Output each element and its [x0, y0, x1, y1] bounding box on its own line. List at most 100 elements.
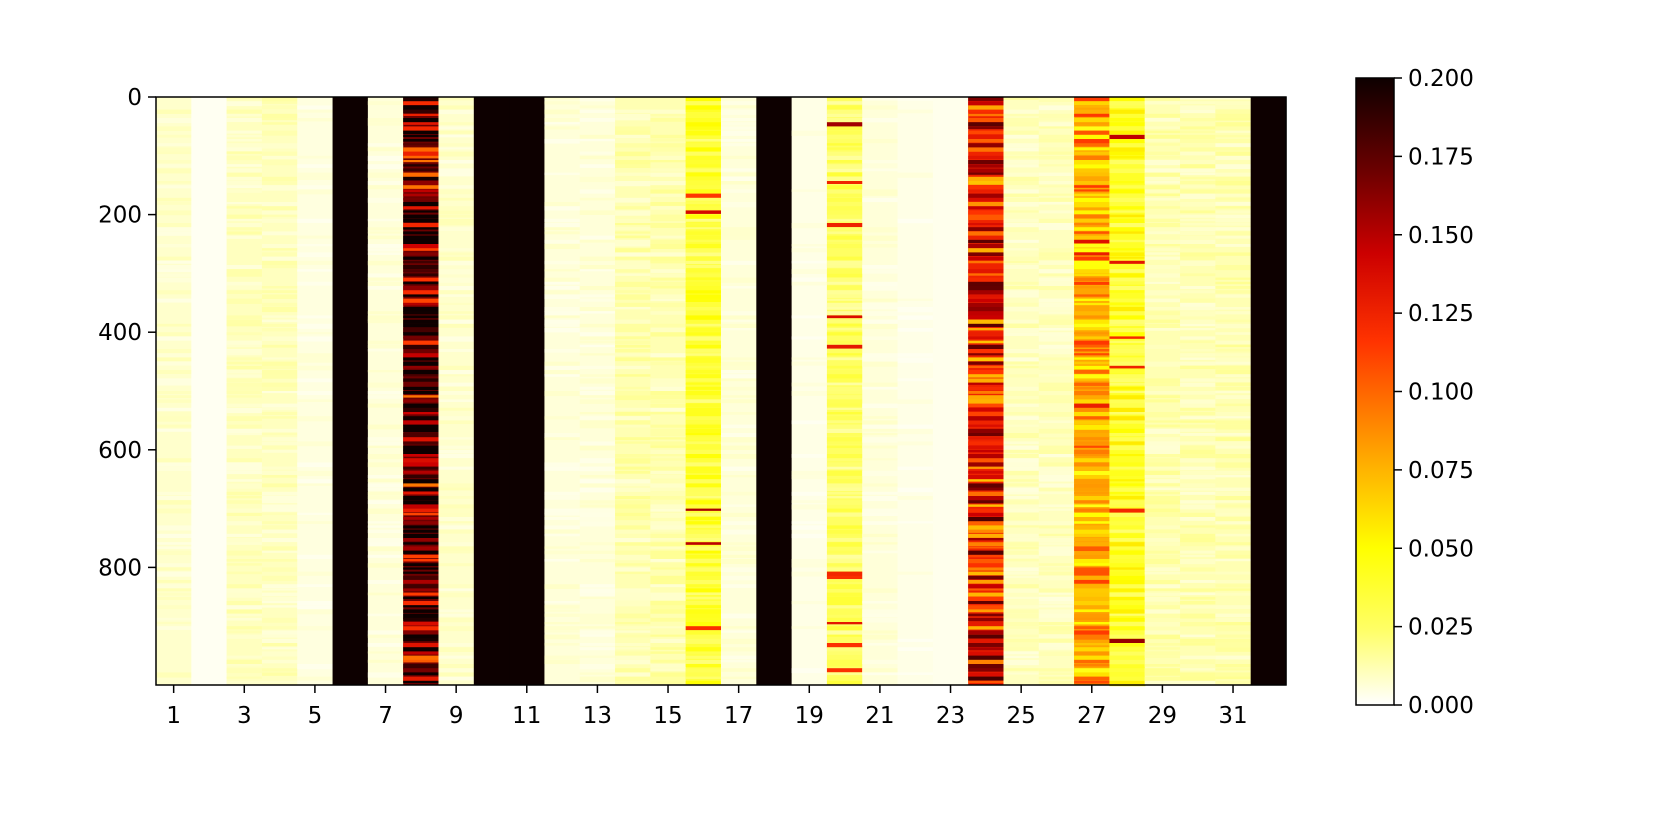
heatmap-cell [1003, 256, 1040, 261]
heatmap-cell [1038, 256, 1075, 260]
heatmap-cell [650, 185, 687, 189]
heatmap-cell [1144, 391, 1181, 395]
heatmap-cell [156, 592, 192, 596]
heatmap-cell [721, 676, 757, 680]
heatmap-cell [826, 244, 863, 249]
heatmap-cell [1144, 378, 1181, 384]
heatmap-cell [297, 365, 334, 371]
heatmap-cell [615, 374, 651, 377]
heatmap-cell [579, 458, 616, 464]
heatmap-cell [1074, 496, 1111, 502]
heatmap-cell [650, 403, 687, 409]
heatmap-cell [650, 428, 687, 434]
heatmap-cell [1038, 181, 1075, 184]
heatmap-cell [685, 525, 722, 528]
heatmap-cell [1038, 332, 1075, 338]
heatmap-cell [968, 668, 1005, 672]
heatmap-cell [156, 126, 192, 131]
heatmap-cell [1074, 399, 1111, 404]
heatmap-cell [1180, 680, 1216, 686]
heatmap-cell [1144, 185, 1181, 190]
heatmap-cell [438, 294, 475, 297]
heatmap-cell [615, 113, 651, 120]
heatmap-cell [721, 386, 757, 391]
heatmap-cell [1144, 97, 1181, 101]
heatmap-cell [685, 189, 722, 194]
heatmap-cell [862, 491, 899, 495]
heatmap-cell [862, 672, 899, 676]
heatmap-cell [367, 542, 404, 547]
heatmap-cell [1144, 512, 1181, 517]
heatmap-cell [721, 235, 757, 240]
heatmap-cell [826, 382, 863, 386]
heatmap-cell [826, 357, 863, 361]
heatmap-cell [650, 550, 687, 556]
heatmap-cell [685, 609, 722, 615]
heatmap-cell [968, 559, 1005, 564]
heatmap-cell [826, 575, 863, 580]
heatmap-cell [1109, 265, 1146, 268]
heatmap-cell [968, 277, 1005, 282]
heatmap-cell [297, 601, 334, 606]
heatmap-cell [1109, 286, 1146, 291]
heatmap-cell [968, 244, 1005, 249]
heatmap-cell [579, 542, 616, 546]
heatmap-cell [650, 113, 687, 117]
heatmap-cell [968, 546, 1005, 549]
heatmap-cell [1180, 454, 1216, 459]
heatmap-cell [1074, 454, 1111, 457]
heatmap-cell [968, 407, 1005, 412]
heatmap-cell [544, 349, 581, 353]
heatmap-cell [261, 218, 298, 223]
heatmap-cell [261, 143, 298, 149]
heatmap-cell [297, 252, 334, 258]
heatmap-cell [579, 634, 616, 637]
heatmap-cell [685, 227, 722, 230]
heatmap-cell [826, 269, 863, 273]
heatmap-cell [1038, 122, 1075, 127]
heatmap-cell [826, 206, 863, 211]
heatmap-cell [826, 353, 863, 356]
heatmap-cell [226, 353, 263, 356]
heatmap-cell [650, 160, 687, 163]
heatmap-cell [438, 399, 475, 403]
heatmap-cell [367, 164, 404, 170]
heatmap-cell [1109, 227, 1146, 232]
heatmap-cell [226, 273, 263, 277]
heatmap-cell [1109, 546, 1146, 550]
heatmap-cell [403, 252, 440, 256]
heatmap-cell [1215, 386, 1252, 391]
heatmap-cell [1180, 97, 1216, 100]
heatmap-cell [968, 659, 1005, 666]
heatmap-cell [261, 302, 298, 307]
heatmap-cell [968, 231, 1005, 237]
heatmap-cell [1003, 239, 1040, 243]
heatmap-cell [297, 235, 334, 239]
heatmap-cell [1038, 521, 1075, 526]
heatmap-cell [1074, 672, 1111, 678]
heatmap-cell [544, 374, 581, 377]
heatmap-cell [1038, 563, 1075, 566]
heatmap-cell [1180, 428, 1216, 432]
heatmap-cell [650, 395, 687, 400]
heatmap-cell [1215, 189, 1252, 195]
heatmap-cell [261, 344, 298, 348]
heatmap-cell [721, 277, 757, 283]
heatmap-column-8 [403, 97, 440, 685]
heatmap-cell [367, 185, 404, 190]
heatmap-cell [1144, 449, 1181, 455]
heatmap-cell [685, 349, 722, 353]
heatmap-cell [1074, 197, 1111, 204]
heatmap-cell [261, 118, 298, 121]
heatmap-cell [1074, 609, 1111, 613]
heatmap-cell [897, 97, 934, 685]
heatmap-cell [897, 353, 934, 357]
heatmap-cell [403, 479, 440, 485]
heatmap-cell [721, 638, 757, 645]
heatmap-column-32 [1250, 97, 1287, 685]
heatmap-cell [1038, 155, 1075, 160]
heatmap-cell [932, 97, 969, 685]
heatmap-cell [968, 391, 1005, 394]
heatmap-cell [1215, 143, 1252, 147]
heatmap-cell [1074, 512, 1111, 518]
